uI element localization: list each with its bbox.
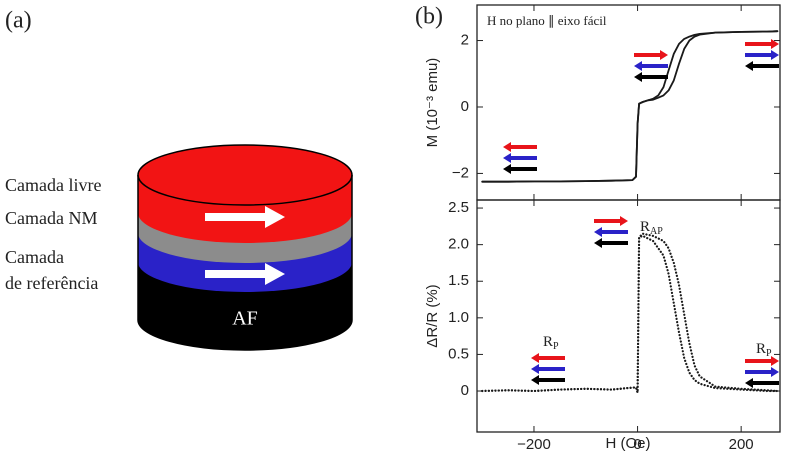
moment-arrow xyxy=(503,153,537,163)
y-tick-label: 2 xyxy=(461,32,469,49)
annotation-subscript: P xyxy=(766,348,772,359)
y-tick-label: 1.5 xyxy=(448,272,469,289)
moment-arrow xyxy=(745,367,779,377)
annotation: H no plano ∥ eixo fácil xyxy=(487,13,607,28)
layer-label: Camada livre xyxy=(5,175,101,195)
annotation-subscript: AP xyxy=(650,226,663,237)
annotation-subscript: P xyxy=(553,341,559,352)
moment-arrow xyxy=(745,378,779,388)
moment-arrow xyxy=(745,50,779,60)
moment-arrow xyxy=(594,227,628,237)
stack-outline xyxy=(137,175,353,351)
moment-arrow xyxy=(745,39,779,49)
annotation: RP xyxy=(756,341,772,359)
moment-arrow xyxy=(634,72,668,82)
reference-arrow xyxy=(205,263,285,285)
free-layer-top xyxy=(137,144,353,206)
annotation-text: R xyxy=(756,341,766,357)
moment-arrow xyxy=(745,61,779,71)
x-tick-label: 200 xyxy=(729,436,754,453)
y-axis-label: M (10⁻³ emu) xyxy=(424,58,441,148)
layer-label: Camada xyxy=(5,247,64,267)
moment-arrow xyxy=(531,364,565,374)
moment-arrow xyxy=(594,238,628,248)
moment-arrow xyxy=(531,375,565,385)
layer-label: de referência xyxy=(5,273,98,293)
moment-arrow xyxy=(634,61,668,71)
annotation-text: H no plano ∥ eixo fácil xyxy=(487,13,607,28)
annotation-text: R xyxy=(640,219,650,235)
panel-label: (a) xyxy=(5,8,32,34)
moment-arrow xyxy=(594,216,628,226)
y-tick-label: 0.5 xyxy=(448,345,469,362)
x-axis-label: H (Oe) xyxy=(606,435,651,452)
moment-arrow xyxy=(531,353,565,363)
layer-label: Camada NM xyxy=(5,208,97,228)
y-tick-label: 0 xyxy=(461,382,469,399)
annotation: RAP xyxy=(640,219,663,237)
y-tick-label: 2.0 xyxy=(448,236,469,253)
plot-frame xyxy=(476,199,781,433)
af-label: AF xyxy=(232,308,258,330)
moment-arrow xyxy=(745,356,779,366)
y-tick-label: 0 xyxy=(461,98,469,115)
y-axis-label: ΔR/R (%) xyxy=(424,284,441,347)
moment-arrow xyxy=(634,50,668,60)
data-line xyxy=(481,234,779,394)
annotation-text: R xyxy=(543,334,553,350)
data-line xyxy=(481,30,779,183)
moment-arrow xyxy=(503,164,537,174)
y-tick-label: 1.0 xyxy=(448,309,469,326)
moment-arrow xyxy=(503,142,537,152)
stack-diagram: (a) Camada livre Camada NM Camada de ref… xyxy=(5,8,353,351)
panel-label: (b) xyxy=(415,4,443,30)
x-tick-label: 0 xyxy=(633,436,641,453)
y-tick-label: −2 xyxy=(452,164,469,181)
annotation: RP xyxy=(543,334,559,352)
y-tick-label: 2.5 xyxy=(448,199,469,216)
x-tick-label: −200 xyxy=(517,436,551,453)
data-line xyxy=(481,232,779,394)
free-arrow xyxy=(205,206,285,228)
